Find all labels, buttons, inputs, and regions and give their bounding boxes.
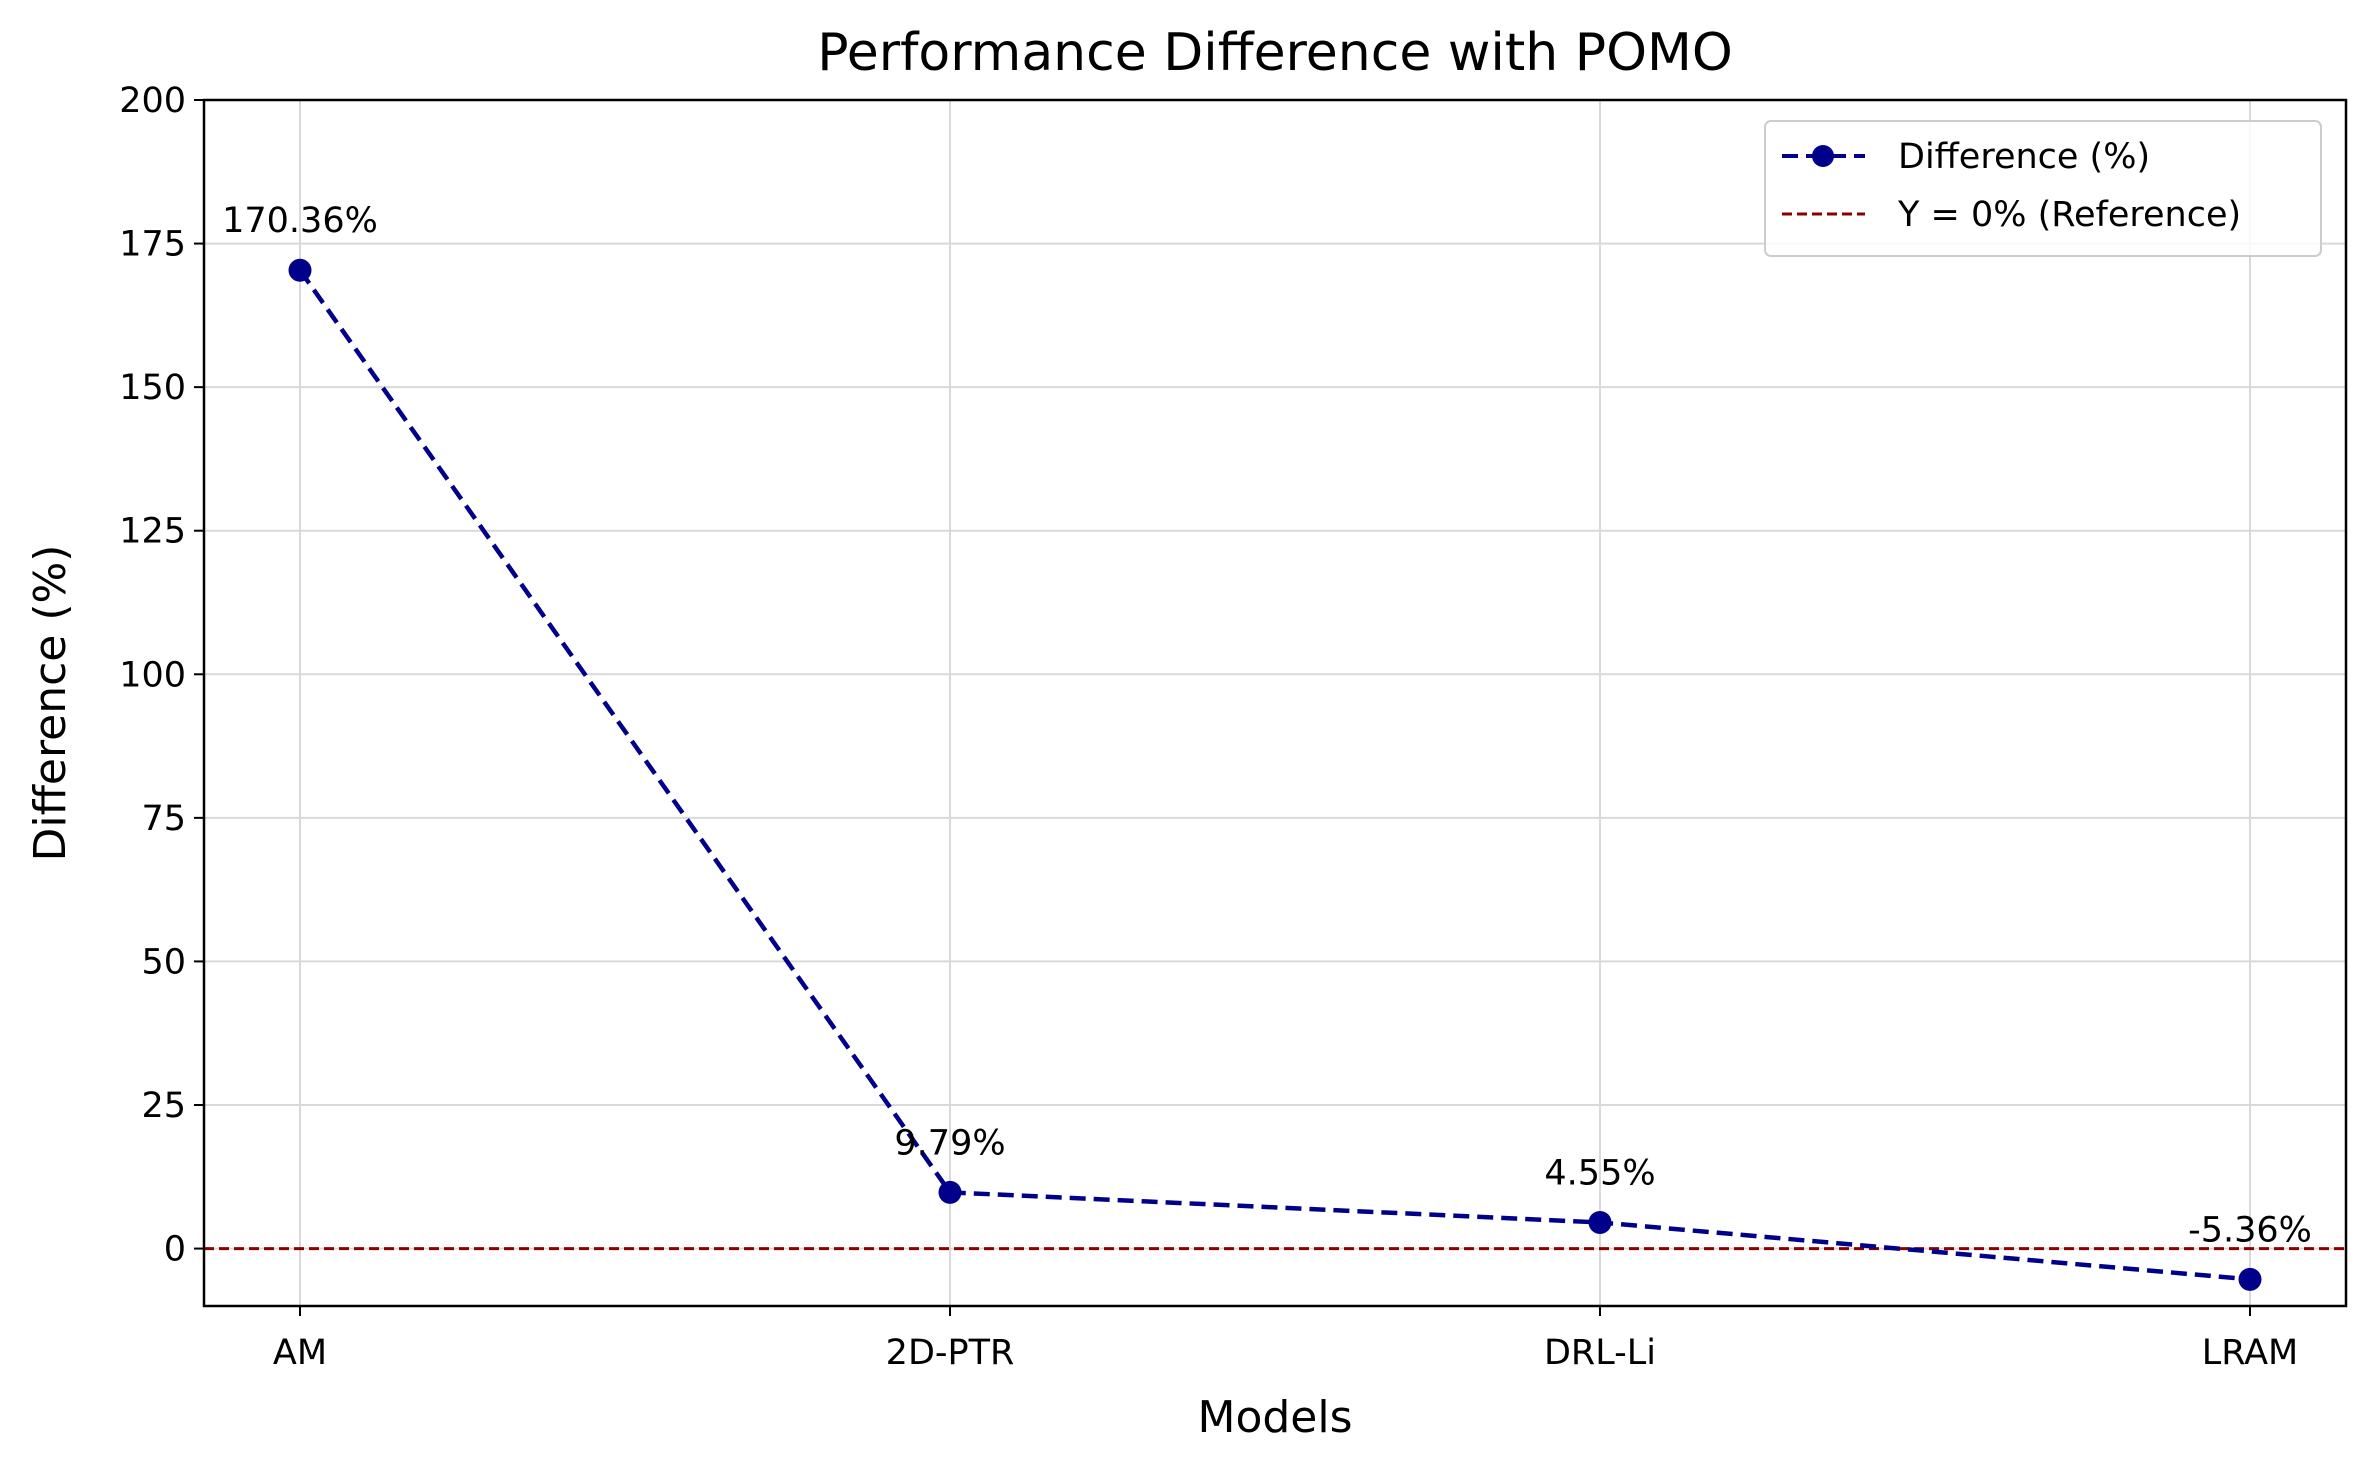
legend-series-label: Difference (%) (1898, 137, 2150, 177)
y-tick-label: 100 (119, 655, 186, 695)
data-point (938, 1180, 962, 1204)
data-point (2238, 1267, 2262, 1291)
y-tick-label: 200 (119, 81, 186, 121)
data-label: 170.36% (222, 201, 378, 241)
series-layer (288, 258, 2262, 1291)
data-point (1588, 1210, 1612, 1234)
legend: Difference (%) Y = 0% (Reference) (1764, 120, 2322, 257)
x-tick-label: 2D-PTR (886, 1333, 1015, 1373)
x-tick-label: LRAM (2202, 1333, 2299, 1373)
x-axis-ticks: AM 2D-PTR DRL-Li LRAM (273, 1306, 2298, 1373)
y-tick-label: 75 (141, 799, 186, 839)
legend-series-marker (1812, 145, 1834, 167)
series-line (298, 268, 2251, 1282)
data-label: 9.79% (894, 1123, 1005, 1163)
y-tick-label: 0 (164, 1230, 186, 1270)
plot-frame (202, 98, 2348, 1308)
data-labels: 170.36% 9.79% 4.55% -5.36% (222, 201, 2312, 1250)
grid (204, 99, 2346, 1306)
x-axis-label: Models (1197, 1392, 1352, 1443)
chart-title: Performance Difference with POMO (817, 23, 1733, 83)
x-tick-label: AM (273, 1333, 327, 1373)
y-axis-label: Difference (%) (25, 545, 76, 862)
y-tick-label: 175 (119, 225, 186, 265)
data-label: -5.36% (2188, 1210, 2312, 1250)
y-tick-label: 150 (119, 368, 186, 408)
data-point (288, 258, 312, 282)
y-tick-label: 125 (119, 512, 186, 552)
data-label: 4.55% (1544, 1153, 1655, 1193)
y-tick-label: 50 (141, 942, 186, 982)
legend-reference-label: Y = 0% (Reference) (1897, 195, 2241, 235)
y-tick-label: 25 (141, 1086, 186, 1126)
legend-box (1764, 120, 2322, 257)
y-axis-ticks: 0 25 50 75 100 125 150 175 200 (119, 81, 204, 1270)
x-tick-label: DRL-Li (1544, 1333, 1656, 1373)
